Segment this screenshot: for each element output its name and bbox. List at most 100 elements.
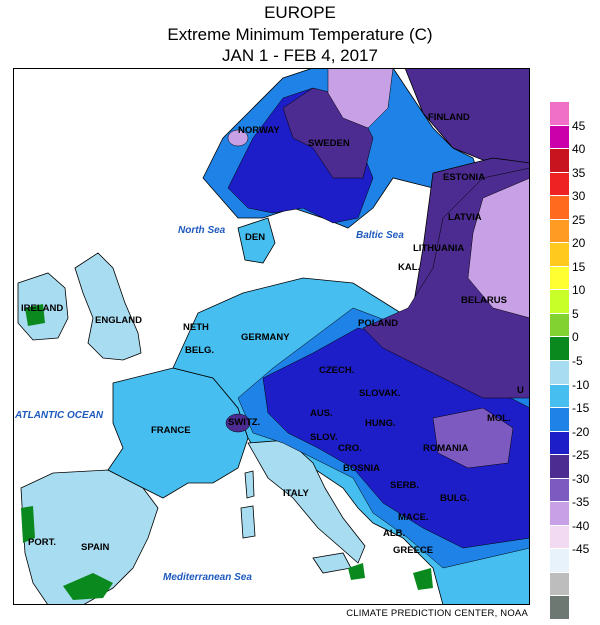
country-label-ukraine: U — [517, 385, 524, 396]
land-italy — [247, 439, 366, 564]
legend-swatch — [550, 572, 569, 597]
legend-row: 35 — [550, 166, 600, 197]
country-label-poland: POLAND — [358, 318, 398, 329]
legend-swatch — [550, 313, 569, 338]
country-label-ireland: IRELAND — [21, 303, 63, 314]
legend-label: -45 — [572, 542, 590, 557]
zone-zero-iberia-west — [21, 506, 35, 543]
zone-minus-30-romania — [432, 407, 514, 469]
map-date-range: JAN 1 - FEB 4, 2017 — [222, 46, 378, 65]
country-label-switzerland: SWITZ. — [228, 417, 260, 428]
country-label-croatia: CRO. — [338, 443, 362, 454]
legend-row: 30 — [550, 189, 600, 220]
country-label-sweden: SWEDEN — [308, 138, 350, 149]
country-label-italy: ITALY — [283, 488, 310, 499]
country-label-greece: GREECE — [393, 545, 433, 556]
legend-row: -10 — [550, 378, 600, 409]
sea-label-mediterranean: Mediterranean Sea — [163, 572, 252, 583]
legend-swatch — [550, 549, 569, 573]
legend-label: -30 — [572, 471, 590, 486]
legend-swatch — [550, 596, 569, 621]
sea-label-north-sea: North Sea — [178, 225, 226, 236]
legend-swatch — [550, 455, 569, 479]
legend-label: 30 — [572, 189, 586, 204]
country-label-serbia: SERB. — [390, 480, 419, 491]
country-label-hungary: HUNG. — [365, 418, 396, 429]
country-label-denmark: DEN — [245, 232, 265, 243]
legend-label: 5 — [572, 306, 579, 321]
zone-minus-30-north — [327, 68, 394, 129]
source-credit: CLIMATE PREDICTION CENTER, NOAA — [346, 608, 528, 619]
country-label-austria: AUS. — [310, 408, 333, 419]
legend-swatch — [550, 196, 569, 220]
legend-label: 15 — [572, 259, 586, 274]
legend-swatch — [550, 172, 569, 197]
land-uk — [74, 252, 142, 361]
zone-zero-ireland — [25, 304, 45, 326]
legend-row: -30 — [550, 472, 600, 503]
legend-label: -20 — [572, 424, 590, 439]
cold-spot-norway — [227, 129, 249, 147]
country-label-bulgaria: BULG. — [440, 493, 470, 504]
country-label-england: ENGLAND — [95, 315, 142, 326]
country-label-spain: SPAIN — [81, 542, 109, 553]
legend-row: 0 — [550, 330, 600, 362]
country-label-norway: NORWAY — [238, 125, 280, 136]
map-frame — [13, 68, 530, 605]
land-finland — [404, 68, 530, 164]
map-title: EUROPE — [264, 3, 336, 22]
land-denmark — [237, 217, 276, 264]
legend-row: 45 — [550, 119, 600, 150]
legend-row: 20 — [550, 236, 600, 267]
legend-swatch — [550, 431, 569, 456]
legend-label: -40 — [572, 518, 590, 533]
country-label-belarus: BELARUS — [461, 295, 507, 306]
legend-row: -40 — [550, 519, 600, 550]
legend-row: -35 — [550, 495, 600, 526]
cold-spot-alps — [225, 413, 251, 433]
country-label-finland: FINLAND — [428, 112, 470, 123]
legend-row: 10 — [550, 283, 600, 314]
zone-minus-30-east — [467, 177, 530, 319]
country-label-slovenia: SLOV. — [310, 432, 338, 443]
legend-label: 10 — [572, 283, 586, 298]
legend-label: -25 — [572, 448, 590, 463]
legend-swatch — [550, 266, 569, 291]
country-label-kal: KAL. — [398, 262, 420, 273]
legend-swatch — [550, 290, 569, 314]
country-label-moldova: MOL. — [487, 413, 511, 424]
country-label-albania: ALB. — [383, 528, 405, 539]
country-label-netherlands: NETH — [183, 322, 209, 333]
zone-zero-italy-south — [348, 563, 365, 580]
legend-swatch — [550, 102, 569, 126]
country-label-bosnia: BOSNIA — [343, 463, 380, 474]
country-label-portugal: PORT. — [28, 537, 56, 548]
legend-swatch — [550, 478, 569, 503]
legend-label: -35 — [572, 495, 590, 510]
country-label-france: FRANCE — [151, 425, 191, 436]
legend-swatch — [550, 125, 569, 150]
legend-label: -10 — [572, 377, 590, 392]
country-label-belgium: BELG. — [185, 345, 214, 356]
country-label-czech: CZECH. — [319, 365, 354, 376]
legend-swatch — [550, 243, 569, 267]
legend-row: 5 — [550, 307, 600, 338]
country-label-macedonia: MACE. — [398, 512, 429, 523]
legend-row: 25 — [550, 213, 600, 244]
temperature-map: North Sea Baltic Sea ATLANTIC OCEAN Medi… — [13, 68, 530, 605]
legend-label: 40 — [572, 142, 586, 157]
sea-label-atlantic: ATLANTIC OCEAN — [14, 410, 104, 421]
legend-label: -15 — [572, 401, 590, 416]
legend-swatch — [550, 219, 569, 244]
legend-row — [550, 572, 600, 597]
land-corsica — [244, 470, 255, 499]
country-label-germany: GERMANY — [241, 332, 290, 343]
legend-row: 40 — [550, 142, 600, 173]
land-sardinia — [240, 505, 256, 539]
country-label-slovak: SLOVAK. — [359, 388, 401, 399]
legend-label: 0 — [572, 330, 579, 345]
legend-label: 25 — [572, 212, 586, 227]
legend-label: -5 — [572, 354, 583, 369]
country-label-romania: ROMANIA — [423, 443, 469, 454]
sea-label-baltic-sea: Baltic Sea — [356, 230, 404, 241]
